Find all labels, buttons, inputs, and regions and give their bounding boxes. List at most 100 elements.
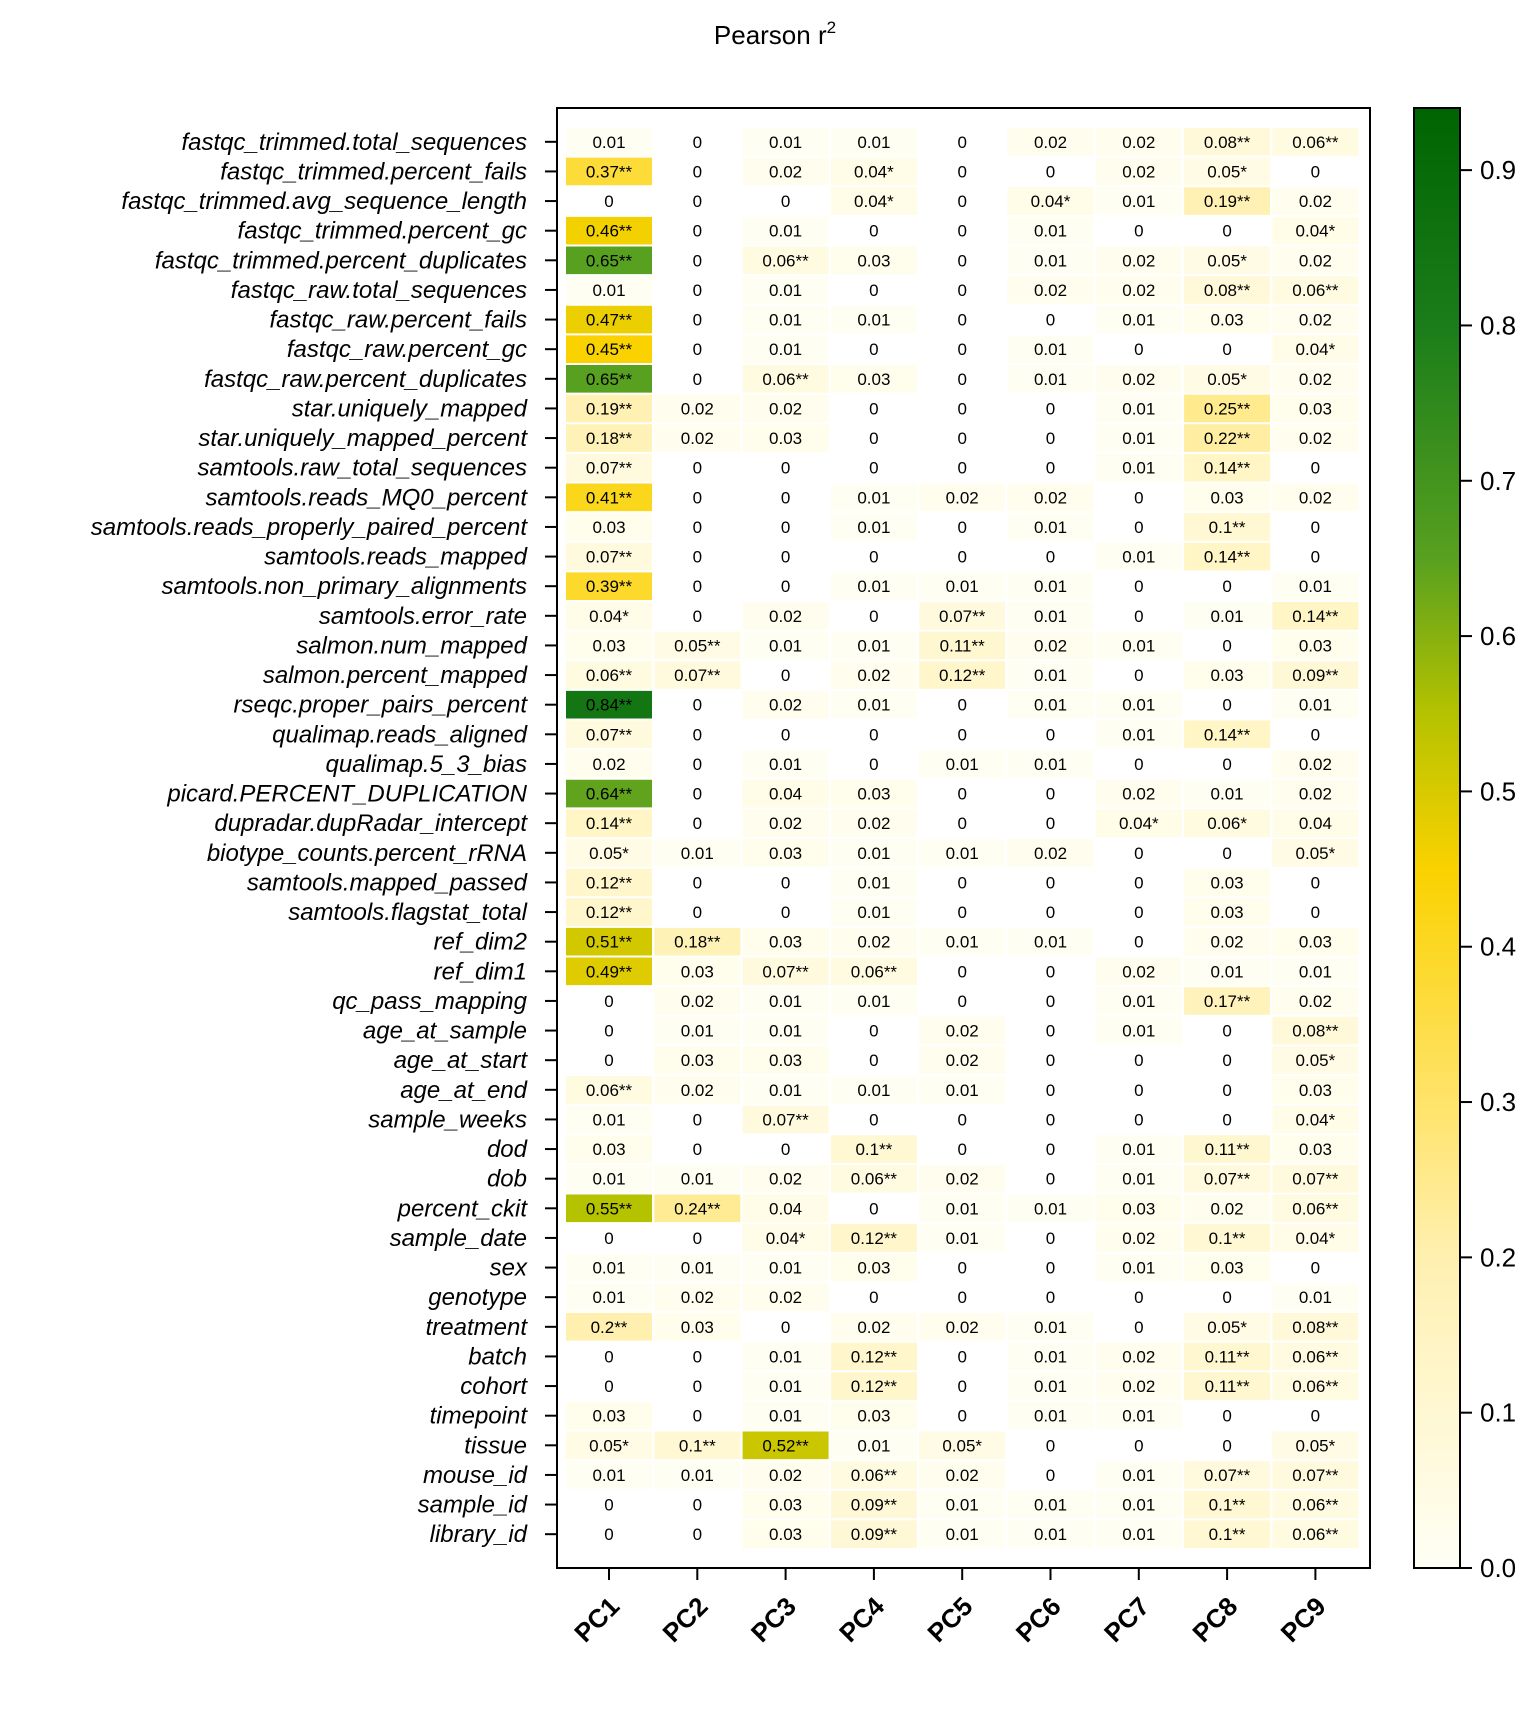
heatmap-cell xyxy=(1007,187,1094,215)
cell-value-label: 0.01 xyxy=(946,1081,979,1100)
cell-value-label: 0 xyxy=(957,281,966,300)
cell-value-label: 0.02 xyxy=(857,933,890,952)
cell-value-label: 0.01 xyxy=(1122,459,1155,478)
row-label: biotype_counts.percent_rRNA xyxy=(207,840,527,867)
cell-value-label: 0.02 xyxy=(1299,251,1332,270)
colorbar: 0.0 0.1 0.2 0.3 0.4 0.5 0.6 0.7 0.8 0.9 xyxy=(1413,107,1516,1583)
heatmap-cell xyxy=(1184,1135,1271,1163)
cell-value-label: 0.02 xyxy=(1122,281,1155,300)
heatmap-cell xyxy=(742,927,829,956)
heatmap-cell xyxy=(1184,1253,1271,1282)
cell-value-label: 0.01 xyxy=(857,636,890,655)
heatmap-cell xyxy=(1095,424,1182,452)
cell-value-label: 0 xyxy=(1046,429,1055,448)
colorbar-tick-label: 0.0 xyxy=(1480,1553,1516,1583)
heatmap-cell xyxy=(830,1076,917,1104)
cell-value-label: 0.03 xyxy=(769,1496,802,1515)
heatmap-cell xyxy=(830,157,917,186)
cell-value-label: 0.14** xyxy=(586,814,633,833)
cell-value-label: 0.04* xyxy=(1296,1229,1336,1248)
cell-value-label: 0.09** xyxy=(851,1496,898,1515)
heatmap-cell xyxy=(566,631,652,660)
cell-value-label: 0 xyxy=(604,1229,613,1248)
cell-value-label: 0 xyxy=(1222,696,1231,715)
cell-value-label: 0 xyxy=(781,577,790,596)
cell-value-label: 0.07** xyxy=(1292,1466,1339,1485)
heatmap-cell xyxy=(919,1016,1006,1045)
heatmap-cell xyxy=(566,1401,652,1430)
cell-value-label: 0 xyxy=(869,1288,878,1307)
cell-value-label: 0.02 xyxy=(1299,311,1332,330)
heatmap-cell xyxy=(1184,157,1271,186)
cell-value-label: 0.05** xyxy=(674,636,721,655)
heatmap-cell xyxy=(1095,394,1182,423)
heatmap-cell xyxy=(1095,1461,1182,1489)
cell-value-label: 0.1** xyxy=(855,1140,892,1159)
cell-value-label: 0 xyxy=(957,785,966,804)
heatmap-cell xyxy=(1184,1520,1271,1548)
cell-value-label: 0 xyxy=(693,222,702,241)
cell-value-label: 0 xyxy=(1046,1466,1055,1485)
heatmap-cell xyxy=(1184,1372,1271,1400)
cell-value-label: 0.02 xyxy=(946,1170,979,1189)
heatmap-cell xyxy=(1184,868,1271,897)
cell-value-label: 0.01 xyxy=(1122,1407,1155,1426)
cell-value-label: 0 xyxy=(781,518,790,537)
heatmap-cell xyxy=(1272,1313,1359,1341)
cell-value-label: 0 xyxy=(1134,755,1143,774)
heatmap-cell xyxy=(830,927,917,956)
heatmap-cell xyxy=(566,898,652,926)
heatmap-cell xyxy=(1095,246,1182,275)
colorbar-tick-label: 0.8 xyxy=(1480,310,1516,340)
heatmap-cell xyxy=(1007,1194,1094,1223)
cell-value-label: 0 xyxy=(693,1407,702,1426)
heatmap-cell xyxy=(1095,157,1182,186)
heatmap-cell xyxy=(919,661,1006,689)
cell-value-label: 0.1** xyxy=(1209,1525,1246,1544)
row-label: timepoint xyxy=(430,1403,529,1430)
cell-value-label: 0.07** xyxy=(762,962,809,981)
heatmap-cell xyxy=(830,809,917,837)
cell-value-label: 0.01 xyxy=(1122,1170,1155,1189)
cell-value-label: 0.01 xyxy=(1122,1140,1155,1159)
cell-value-label: 0 xyxy=(1134,1436,1143,1455)
cell-value-label: 0.01 xyxy=(857,311,890,330)
cell-value-label: 0 xyxy=(604,192,613,211)
heatmap-cell xyxy=(1272,394,1359,423)
cell-value-label: 0.84** xyxy=(586,696,633,715)
heatmap-cell xyxy=(1272,1283,1359,1311)
heatmap-cell xyxy=(1272,1431,1359,1460)
heatmap-cell xyxy=(1007,216,1094,245)
cell-value-label: 0 xyxy=(1046,992,1055,1011)
cell-value-label: 0.02 xyxy=(1122,1377,1155,1396)
cell-value-label: 0.01 xyxy=(592,133,625,152)
heatmap-cell xyxy=(1272,1342,1359,1371)
heatmap-cell xyxy=(742,957,829,986)
cell-value-label: 0.02 xyxy=(1122,1229,1155,1248)
cell-value-label: 0.03 xyxy=(1211,1259,1244,1278)
cell-value-label: 0.01 xyxy=(769,636,802,655)
heatmap-cell xyxy=(566,246,652,275)
cell-value-label: 0.01 xyxy=(946,577,979,596)
heatmap-cell xyxy=(1095,1164,1182,1193)
heatmap-cell xyxy=(1095,720,1182,749)
cell-value-label: 0.06** xyxy=(1292,1199,1339,1218)
cell-value-label: 0.01 xyxy=(769,1377,802,1396)
cell-value-label: 0.01 xyxy=(681,1170,714,1189)
cell-value-label: 0.02 xyxy=(1122,251,1155,270)
cell-value-label: 0.49** xyxy=(586,962,633,981)
cell-value-label: 0 xyxy=(1046,548,1055,567)
cell-value-label: 0.39** xyxy=(586,577,633,596)
heatmap-cell xyxy=(1272,1076,1359,1104)
cell-value-label: 0 xyxy=(604,1525,613,1544)
cell-value-label: 0.05* xyxy=(589,844,629,863)
cell-value-label: 0 xyxy=(781,488,790,507)
cell-value-label: 0.02 xyxy=(681,1288,714,1307)
cell-value-label: 0.12** xyxy=(851,1377,898,1396)
cell-value-label: 0.01 xyxy=(857,488,890,507)
cell-value-label: 0 xyxy=(869,340,878,359)
heatmap-cell xyxy=(830,305,917,334)
heatmap-cell xyxy=(566,720,652,749)
heatmap-cell xyxy=(830,987,917,1015)
